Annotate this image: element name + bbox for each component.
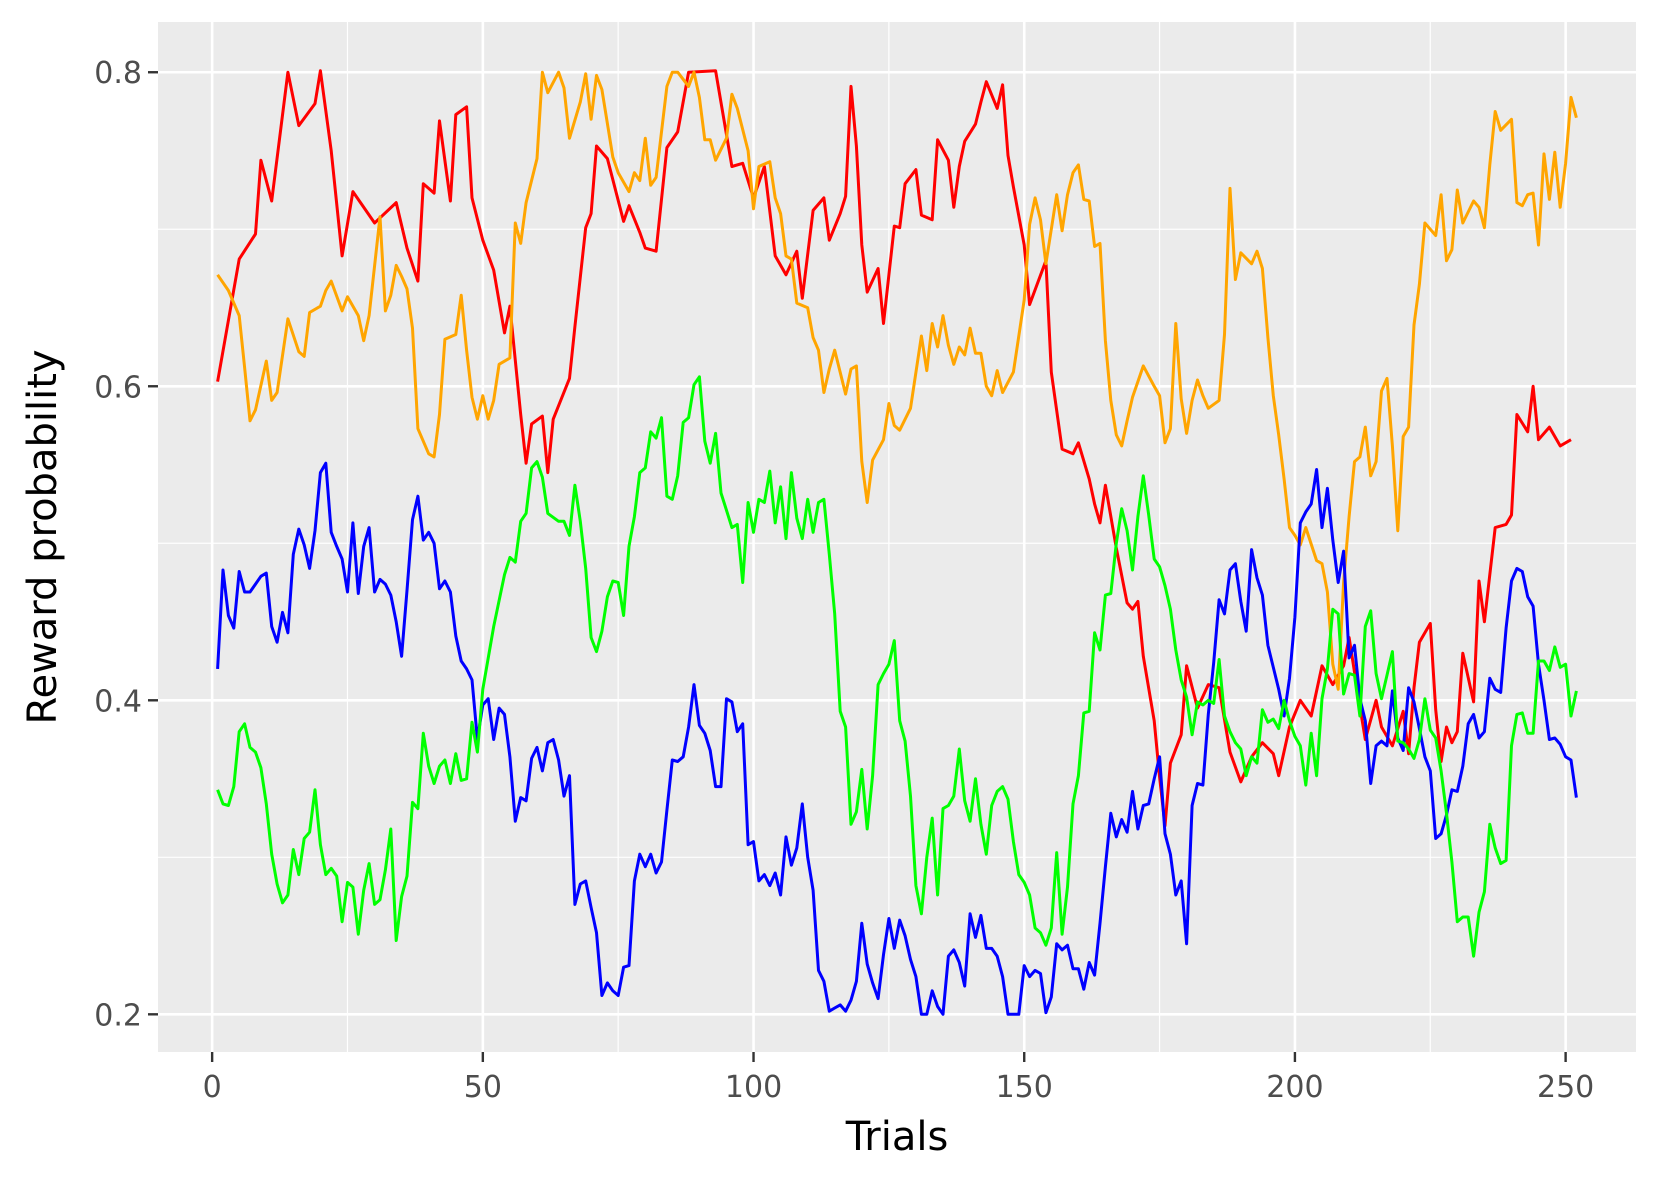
y-axis-title: Reward probability xyxy=(20,349,66,724)
x-tick-label: 0 xyxy=(203,1070,222,1105)
y-tick-label: 0.4 xyxy=(94,684,142,719)
series-line-2 xyxy=(216,70,1578,691)
y-tick-label: 0.8 xyxy=(94,56,142,91)
x-axis: 0 50 100 150 200 250 xyxy=(203,1052,1594,1105)
series-layer xyxy=(216,69,1578,1016)
x-axis-title: Trials xyxy=(845,1114,949,1160)
x-tick-label: 250 xyxy=(1537,1070,1594,1105)
x-tick-label: 200 xyxy=(1266,1070,1323,1105)
y-tick-label: 0.2 xyxy=(94,998,142,1033)
x-tick-label: 150 xyxy=(996,1070,1053,1105)
x-tick-label: 100 xyxy=(725,1070,782,1105)
series-line-3 xyxy=(216,461,1578,1016)
y-tick-label: 0.6 xyxy=(94,370,142,405)
series-line-4 xyxy=(216,375,1578,958)
minor-gridlines xyxy=(158,22,1636,1052)
plot-panel xyxy=(158,22,1636,1052)
y-axis: 0.2 0.4 0.6 0.8 xyxy=(94,56,158,1033)
series-line-1 xyxy=(216,69,1572,828)
x-tick-label: 50 xyxy=(464,1070,502,1105)
